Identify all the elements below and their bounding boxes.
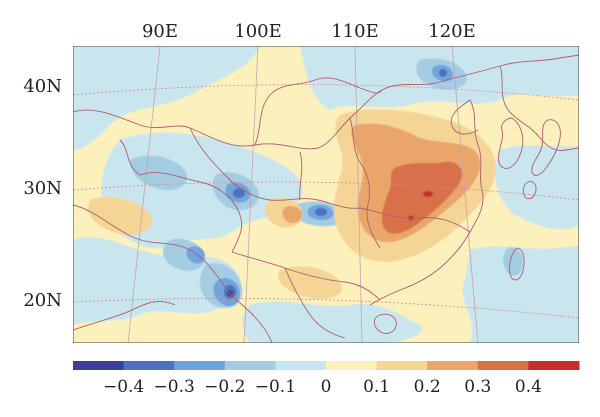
colorbar-swatch-2 xyxy=(174,361,226,370)
colorbar-swatch-3 xyxy=(224,361,276,370)
taiwan-outline xyxy=(509,247,525,281)
neg-light-region-south xyxy=(242,301,422,343)
meridian-110e xyxy=(354,46,363,343)
colorbar-tick-label: 0.3 xyxy=(464,377,491,397)
colorbar-swatch-8 xyxy=(477,361,529,370)
india-border xyxy=(73,204,223,283)
parallel-20n xyxy=(73,298,579,319)
colorbar-swatch-1 xyxy=(123,361,175,370)
colorbar-swatches xyxy=(73,361,580,370)
colorbar-swatch-9 xyxy=(528,361,580,370)
colorbar-swatch-4 xyxy=(275,361,327,370)
map-panel xyxy=(73,46,579,343)
kyushu-outline xyxy=(522,181,537,200)
lon-tick-90e: 90E xyxy=(142,21,178,42)
neg-core-sichuan xyxy=(315,208,327,216)
bay-coast xyxy=(73,300,176,331)
province-line-1 xyxy=(189,127,361,209)
colorbar-tick-label: −0.3 xyxy=(154,377,195,397)
anomaly-field xyxy=(73,46,579,343)
pos-light-patch-west xyxy=(88,196,152,235)
colorbar-tick-label: 0.4 xyxy=(515,377,542,397)
parallel-40n xyxy=(73,84,579,101)
lon-tick-120e: 120E xyxy=(428,21,476,42)
pos-strong-region-east xyxy=(381,161,463,234)
colorbar-tick-label: 0.2 xyxy=(414,377,441,397)
indochina-border xyxy=(284,267,346,339)
province-line-5 xyxy=(359,207,471,233)
colorbar-tick-label: 0 xyxy=(321,377,332,397)
meridian-90e xyxy=(127,46,161,343)
province-line-2 xyxy=(139,172,243,253)
colorbar-tick-label: 0.1 xyxy=(363,377,390,397)
japan-outline xyxy=(531,119,561,176)
meridian-120e xyxy=(451,46,479,343)
neg-mid-patch-taiwan xyxy=(502,246,524,276)
colorbar: −0.4 −0.3 −0.2 −0.1 0 0.1 0.2 0.3 0.4 xyxy=(73,361,580,397)
province-line-4 xyxy=(299,151,303,201)
tibet-line xyxy=(119,139,141,176)
mongolia-border xyxy=(254,77,383,146)
colorbar-swatch-7 xyxy=(427,361,479,370)
neg-light-region-nw xyxy=(73,46,260,150)
neg-light-region-ne xyxy=(495,145,579,230)
province-line-6 xyxy=(231,251,381,301)
china-north-border xyxy=(73,54,579,150)
lat-tick-40n: 40N xyxy=(23,76,62,97)
pos-mid-patch-sichuan xyxy=(282,205,302,224)
province-line-3 xyxy=(349,117,381,249)
lon-tick-110e: 110E xyxy=(331,21,379,42)
colorbar-labels: −0.4 −0.3 −0.2 −0.1 0 0.1 0.2 0.3 0.4 xyxy=(103,377,542,397)
colorbar-tick-label: −0.4 xyxy=(103,377,144,397)
graticule xyxy=(73,84,579,319)
hainan-outline xyxy=(373,313,397,334)
colorbar-tick-label: −0.2 xyxy=(204,377,245,397)
parallel-30n xyxy=(73,181,579,201)
neg-core-north xyxy=(439,69,447,77)
myanmar-border xyxy=(221,281,273,343)
colorbar-swatch-5 xyxy=(326,361,378,370)
lon-tick-100e: 100E xyxy=(234,21,282,42)
neg-core-tibet xyxy=(233,188,245,198)
pos-light-patch-south xyxy=(278,266,342,300)
bohai-coast xyxy=(450,99,479,135)
lat-tick-20n: 20N xyxy=(23,290,62,311)
lat-tick-30n: 30N xyxy=(23,178,62,199)
pos-core-east xyxy=(423,191,433,197)
northeast-border xyxy=(499,65,579,151)
boundaries xyxy=(73,54,579,343)
neg-light-region-se xyxy=(462,245,579,343)
korea-outline xyxy=(498,117,524,169)
colorbar-swatch-0 xyxy=(73,361,125,370)
colorbar-swatch-6 xyxy=(376,361,428,370)
colorbar-tick-label: −0.1 xyxy=(255,377,296,397)
